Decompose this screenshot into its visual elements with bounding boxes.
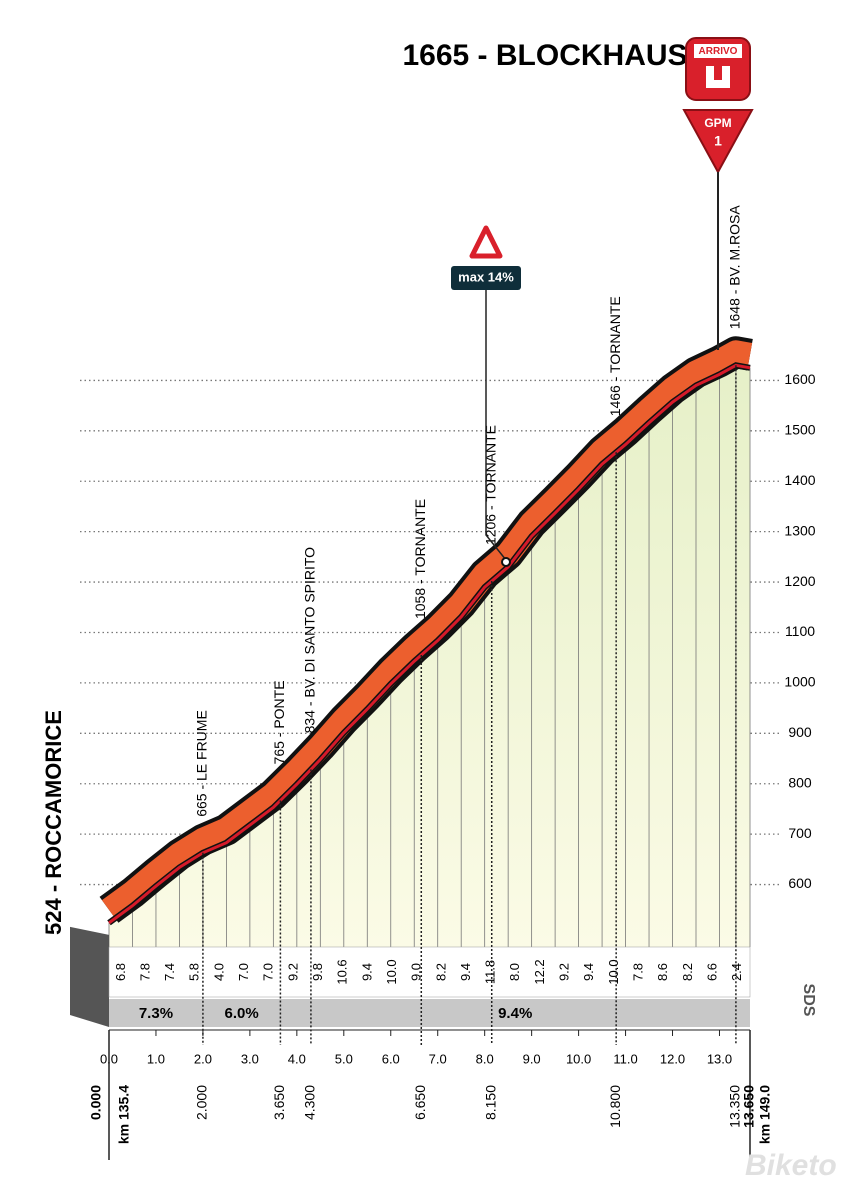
gradient-label: 9.4 <box>581 963 596 981</box>
gradient-label: 9.8 <box>310 963 325 981</box>
y-tick-label: 1400 <box>784 472 815 488</box>
max-icon <box>469 225 503 259</box>
y-tick-label: 1100 <box>785 623 815 639</box>
gradient-label: 7.0 <box>236 963 251 981</box>
section-strip <box>109 999 750 1027</box>
race-km-start: km 135.4 <box>116 1085 132 1144</box>
y-tick-label: 1600 <box>784 371 815 387</box>
max-gradient-label: max 14% <box>458 269 514 284</box>
gradient-label: 7.8 <box>630 963 645 981</box>
max-point <box>501 557 511 567</box>
y-tick-label: 600 <box>788 875 812 891</box>
profile-area <box>109 365 750 947</box>
km-marker-label: 13.350 <box>727 1085 743 1128</box>
x-tick-label: 10.0 <box>566 1051 591 1066</box>
race-km-end: km 149.0 <box>757 1085 773 1144</box>
landmark-label: 1466 - TORNANTE <box>607 296 623 416</box>
x-tick-label: 5.0 <box>335 1051 353 1066</box>
y-tick-label: 700 <box>788 825 812 841</box>
landmark-label: 665 - LE FRUME <box>194 710 210 817</box>
km-marker-label: 6.650 <box>412 1085 428 1120</box>
km-marker-label: 10.800 <box>607 1085 623 1128</box>
landmark-label: 1058 - TORNANTE <box>412 499 428 619</box>
landmark-label: 765 - PONTE <box>271 680 287 764</box>
finish-sign: ARRIVO <box>699 46 738 57</box>
x-tick-label: 9.0 <box>523 1051 541 1066</box>
gradient-label: 7.4 <box>162 963 177 981</box>
gradient-label: 4.0 <box>211 963 226 981</box>
max-pointer <box>485 290 507 561</box>
gradient-strip <box>108 946 751 998</box>
landmark-label: 1206 - TORNANTE <box>482 425 498 545</box>
chart-title: 1665 - BLOCKHAUS <box>402 39 687 72</box>
x-tick-label: 2.0 <box>194 1051 212 1066</box>
section-label: 9.4% <box>498 1005 532 1022</box>
section-label: 7.3% <box>139 1005 173 1022</box>
x-tick-label: 6.0 <box>382 1051 400 1066</box>
km-marker-label: 0.000 <box>88 1085 104 1120</box>
gradient-label: 6.8 <box>113 963 128 981</box>
km-marker-label: 3.650 <box>271 1085 287 1120</box>
start-label: 524 - ROCCAMORICE <box>41 710 66 935</box>
gradient-label: 10.0 <box>606 959 621 984</box>
gradient-label: 2.4 <box>729 963 744 981</box>
gradient-label: 10.0 <box>384 959 399 984</box>
start-block <box>70 926 109 1027</box>
gradient-label: 9.2 <box>285 963 300 981</box>
gradient-label: 12.2 <box>532 959 547 984</box>
profile-line <box>108 363 751 925</box>
y-tick-label: 1200 <box>784 573 815 589</box>
gradient-label: 9.4 <box>359 963 374 981</box>
x-tick-label: 12.0 <box>660 1051 685 1066</box>
gradient-label: 9.4 <box>458 963 473 981</box>
km-marker-label: 2.000 <box>194 1085 210 1120</box>
y-tick-label: 800 <box>788 774 812 790</box>
brand: SDS <box>800 984 817 1017</box>
y-tick-label: 1000 <box>784 674 815 690</box>
landmark-label: 1648 - BV. M.ROSA <box>727 205 743 330</box>
section-label: 6.0% <box>225 1005 259 1022</box>
x-tick-label: 13.0 <box>707 1051 732 1066</box>
watermark: Biketo <box>745 1149 837 1182</box>
gradient-label: 8.0 <box>507 963 522 981</box>
y-tick-label: 900 <box>788 724 812 740</box>
x-tick-label: 1.0 <box>147 1051 165 1066</box>
km-marker-label: 13.650 <box>741 1085 757 1128</box>
finish-glyph <box>706 66 730 88</box>
gradient-label: 7.8 <box>137 963 152 981</box>
x-tick-label: 8.0 <box>476 1051 494 1066</box>
x-tick-label: 11.0 <box>613 1051 637 1066</box>
gradient-label: 10.6 <box>335 959 350 984</box>
gradient-label: 11.8 <box>483 960 498 984</box>
band <box>101 340 753 920</box>
x-tick-label: 4.0 <box>288 1051 306 1066</box>
gradient-label: 8.2 <box>680 963 695 981</box>
climb-icon <box>682 109 754 175</box>
km-marker-label: 8.150 <box>482 1085 498 1120</box>
km-marker-label: 4.300 <box>302 1085 318 1120</box>
climb-category: 1 <box>714 133 722 149</box>
x-tick-label: 7.0 <box>429 1051 447 1066</box>
finish-sign-bg <box>694 44 742 58</box>
max-box <box>451 266 521 290</box>
gradient-label: 9.0 <box>409 963 424 981</box>
gradient-label: 7.0 <box>261 963 276 981</box>
y-tick-label: 1500 <box>784 422 815 438</box>
x-tick-label: 0.0 <box>100 1051 118 1066</box>
y-tick-label: 1300 <box>784 522 815 538</box>
landmark-label: 834 - BV. DI SANTO SPIRITO <box>302 547 318 734</box>
gradient-label: 8.2 <box>433 963 448 981</box>
gradient-label: 9.2 <box>557 963 572 981</box>
x-tick-label: 3.0 <box>241 1051 259 1066</box>
gradient-label: 8.6 <box>655 963 670 981</box>
gradient-label: 6.6 <box>704 963 719 981</box>
gradient-label: 5.8 <box>187 963 202 981</box>
climb-sign: GPM <box>704 116 731 130</box>
